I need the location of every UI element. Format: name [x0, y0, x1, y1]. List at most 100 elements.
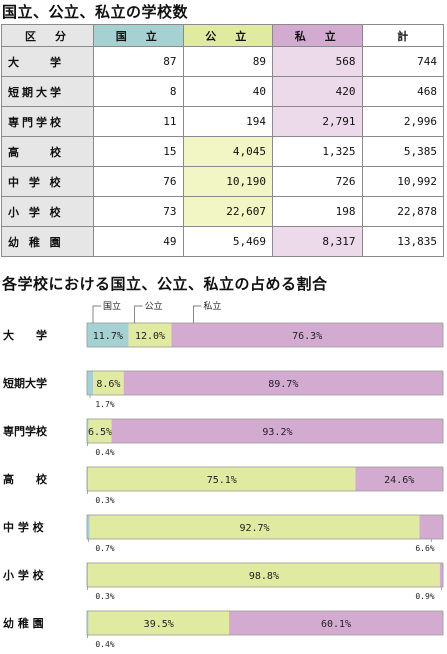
bar-segment-private [439, 563, 443, 587]
cell-private: 2,791 [272, 106, 363, 137]
table-row: 幼 稚 園 49 5,469 8,317 13,835 [1, 226, 445, 257]
bar-segment-private [111, 419, 444, 443]
cell-private: 8,317 [272, 226, 363, 257]
table-row: 短期大学 8 40 420 468 [1, 76, 445, 107]
cell-national: 76 [93, 166, 184, 197]
bar-segment-national [87, 323, 129, 347]
bar-segment-national [87, 419, 89, 443]
header-national: 国 立 [93, 24, 184, 47]
bar-segment-private [355, 467, 443, 491]
bar-outline [86, 370, 444, 396]
legend-item-public: 公立 [145, 300, 163, 312]
data-label-public: 98.8% [249, 571, 279, 582]
bar-outline [86, 610, 444, 636]
row-label: 小 学 校 [1, 196, 94, 227]
cell-total: 468 [361, 76, 445, 107]
table-row: 中 学 校 76 10,190 726 10,992 [1, 166, 445, 197]
data-label-public: 6.5% [88, 427, 112, 438]
cell-public: 89 [182, 46, 274, 77]
row-label: 専門学校 [1, 106, 94, 137]
data-label-national: 0.3% [95, 496, 114, 505]
bar-row-label: 短期大学 [3, 376, 47, 390]
table-row: 専門学校 11 194 2,791 2,996 [1, 106, 445, 137]
table-header-row: 区 分 国 立 公 立 私 立 計 [1, 24, 445, 47]
bar-row-label: 小 学 校 [2, 568, 45, 582]
school-count-table: 区 分 国 立 公 立 私 立 計 大 学 87 89 568 744 短期大学… [1, 24, 445, 257]
bar-row-label: 専門学校 [3, 424, 48, 438]
data-label-public: 75.1% [207, 475, 237, 486]
data-label-national: 11.7% [93, 331, 123, 342]
bar-outline [86, 418, 444, 444]
row-label: 短期大学 [1, 76, 94, 107]
data-label-private: 76.3% [292, 331, 322, 342]
bar-segment-national [87, 371, 94, 395]
row-label: 中 学 校 [1, 166, 94, 197]
bar-segment-public [88, 611, 230, 635]
legend-item-private: 私立 [203, 300, 221, 312]
data-label-national: 0.4% [95, 448, 114, 457]
row-label: 高 校 [1, 136, 94, 167]
legend-leader [92, 305, 101, 323]
data-label-private: 6.6% [415, 544, 434, 553]
row-label: 大 学 [1, 46, 94, 77]
cell-public: 40 [182, 76, 274, 107]
cell-total: 5,385 [361, 136, 445, 167]
cell-total: 13,835 [361, 226, 445, 257]
cell-private: 420 [272, 76, 363, 107]
bar-segment-national [87, 467, 89, 491]
bar-segment-private [419, 515, 443, 539]
data-label-national: 0.7% [95, 544, 114, 553]
data-label-national: 1.7% [95, 400, 114, 409]
data-label-national: 0.4% [95, 640, 114, 649]
bar-segment-public [89, 515, 420, 539]
bar-outline [86, 466, 444, 492]
bar-segment-public [88, 467, 356, 491]
chart-title: 各学校における国立、公立、私立の占める割合 [2, 275, 328, 293]
data-label-public: 12.0% [135, 331, 165, 342]
bar-segment-national [87, 611, 89, 635]
bar-segment-private [123, 371, 443, 395]
table-row: 大 学 87 89 568 744 [1, 46, 445, 77]
legend-item-national: 国立 [103, 300, 121, 312]
table-row: 高 校 15 4,045 1,325 5,385 [1, 136, 445, 167]
bar-segment-public [88, 419, 112, 443]
bar-row-label: 中 学 校 [3, 520, 45, 534]
data-label-private: 60.1% [321, 619, 351, 630]
legend-leader [134, 305, 143, 323]
cell-national: 8 [93, 76, 184, 107]
data-label-public: 92.7% [239, 523, 269, 534]
bar-row-label: 大 学 [3, 328, 47, 342]
header-total: 計 [361, 24, 445, 47]
bar-row-label: 高 校 [3, 472, 48, 486]
data-label-private: 93.2% [262, 427, 292, 438]
legend-leader [193, 305, 202, 323]
data-label-private: 89.7% [268, 379, 298, 390]
cell-total: 22,878 [361, 196, 445, 227]
bar-segment-national [87, 563, 89, 587]
bar-row-label: 幼 稚 園 [3, 616, 44, 630]
bar-segment-public [88, 563, 440, 587]
data-label-national: 0.3% [95, 592, 114, 601]
cell-private: 726 [272, 166, 363, 197]
cell-total: 2,996 [361, 106, 445, 137]
bar-segment-private [229, 611, 443, 635]
bar-segment-private [171, 323, 443, 347]
bar-outline [86, 322, 444, 348]
cell-private: 1,325 [272, 136, 363, 167]
cell-national: 15 [93, 136, 184, 167]
bar-segment-public [128, 323, 172, 347]
table-row: 小 学 校 73 22,607 198 22,878 [1, 196, 445, 227]
data-label-public: 8.6% [96, 379, 120, 390]
table-title: 国立、公立、私立の学校数 [2, 3, 189, 21]
data-label-private: 0.9% [415, 592, 434, 601]
bar-segment-public [93, 371, 124, 395]
header-public: 公 立 [182, 24, 274, 47]
bar-outline [86, 514, 444, 540]
cell-private: 568 [272, 46, 363, 77]
cell-total: 744 [361, 46, 445, 77]
data-label-public: 39.5% [144, 619, 174, 630]
bar-segment-national [87, 515, 90, 539]
data-label-private: 24.6% [384, 475, 414, 486]
header-category: 区 分 [1, 24, 94, 47]
